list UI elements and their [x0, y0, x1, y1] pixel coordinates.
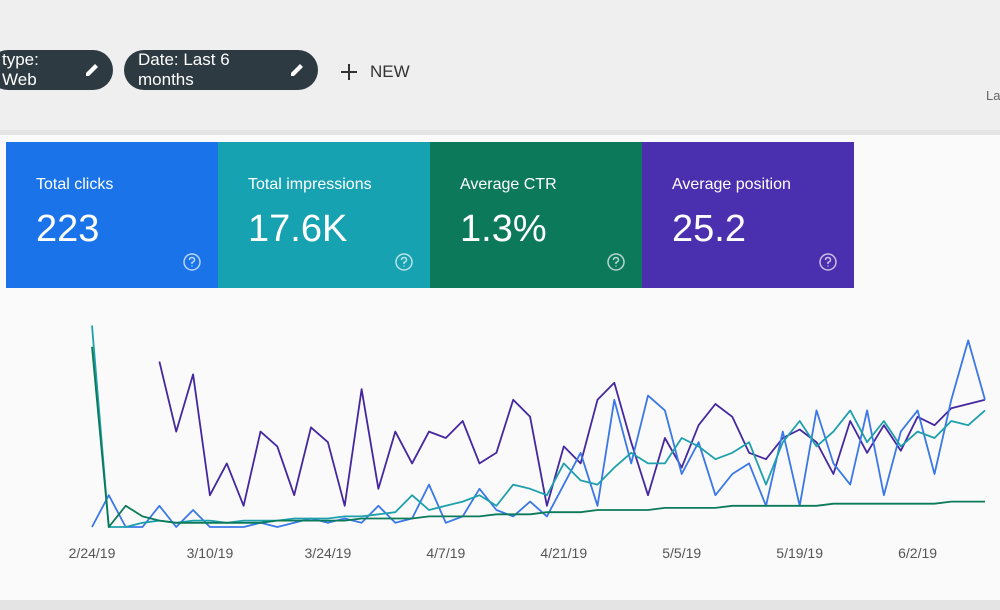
help-circle: [607, 253, 625, 271]
new-label: NEW: [370, 62, 410, 81]
help-icon: [819, 253, 837, 271]
metric-label: Total impressions: [248, 176, 372, 193]
metric-card[interactable]: Average position 25.2: [642, 142, 854, 288]
metric-card[interactable]: Average CTR 1.3%: [430, 142, 642, 288]
help-circle: [395, 253, 413, 271]
help-mark: [612, 256, 620, 267]
metric-value: 223: [36, 208, 100, 250]
x-tick-label: 6/2/19: [898, 545, 937, 561]
help-mark: [188, 256, 196, 267]
chip-label: Date: Last 6 months: [138, 50, 230, 89]
corner-text: La: [986, 88, 1000, 103]
chart: 2/24/19 3/10/19 3/24/19 4/7/19 4/21/19 5/5/19…: [69, 325, 986, 561]
edit-icon[interactable]: [289, 62, 304, 78]
x-tick-label: 5/5/19: [662, 545, 701, 561]
toolbar: type: Web Date: Last 6 months NEW La: [0, 0, 1000, 130]
help-icon: [607, 253, 625, 271]
help-circle: [183, 253, 201, 271]
metric-value: 25.2: [672, 208, 746, 250]
filter-chip[interactable]: type: Web: [0, 50, 113, 90]
metric-label: Average CTR: [460, 176, 557, 193]
x-tick-label: 3/10/19: [187, 545, 234, 561]
help-mark: [824, 256, 832, 267]
x-tick-label: 5/19/19: [776, 545, 823, 561]
metric-card[interactable]: Total impressions 17.6K: [218, 142, 430, 288]
chip-label: type: Web: [2, 50, 39, 89]
help-mark: [400, 256, 408, 267]
x-tick-label: 3/24/19: [305, 545, 352, 561]
help-icon: [183, 253, 201, 271]
help-icon: [395, 253, 413, 271]
filter-chip[interactable]: Date: Last 6 months: [124, 50, 318, 90]
metric-value: 1.3%: [460, 208, 547, 250]
series-line: [91, 325, 986, 528]
x-tick-label: 4/21/19: [540, 545, 587, 561]
plus-icon: [341, 64, 357, 80]
help-circle: [819, 253, 837, 271]
series-line: [91, 339, 986, 528]
x-tick-label: 4/7/19: [426, 545, 465, 561]
metric-value: 17.6K: [248, 208, 348, 250]
metric-card[interactable]: Total clicks 223: [6, 142, 218, 288]
edit-icon[interactable]: [84, 62, 99, 78]
metric-cards: Total clicks 223 Total impressions 17.6K Ave…: [6, 142, 854, 288]
series-line: [91, 346, 985, 528]
metric-label: Average position: [672, 176, 791, 193]
metric-label: Total clicks: [36, 176, 114, 193]
new-button[interactable]: NEW: [340, 62, 410, 82]
x-tick-label: 2/24/19: [69, 545, 116, 561]
series-line: [158, 361, 986, 507]
